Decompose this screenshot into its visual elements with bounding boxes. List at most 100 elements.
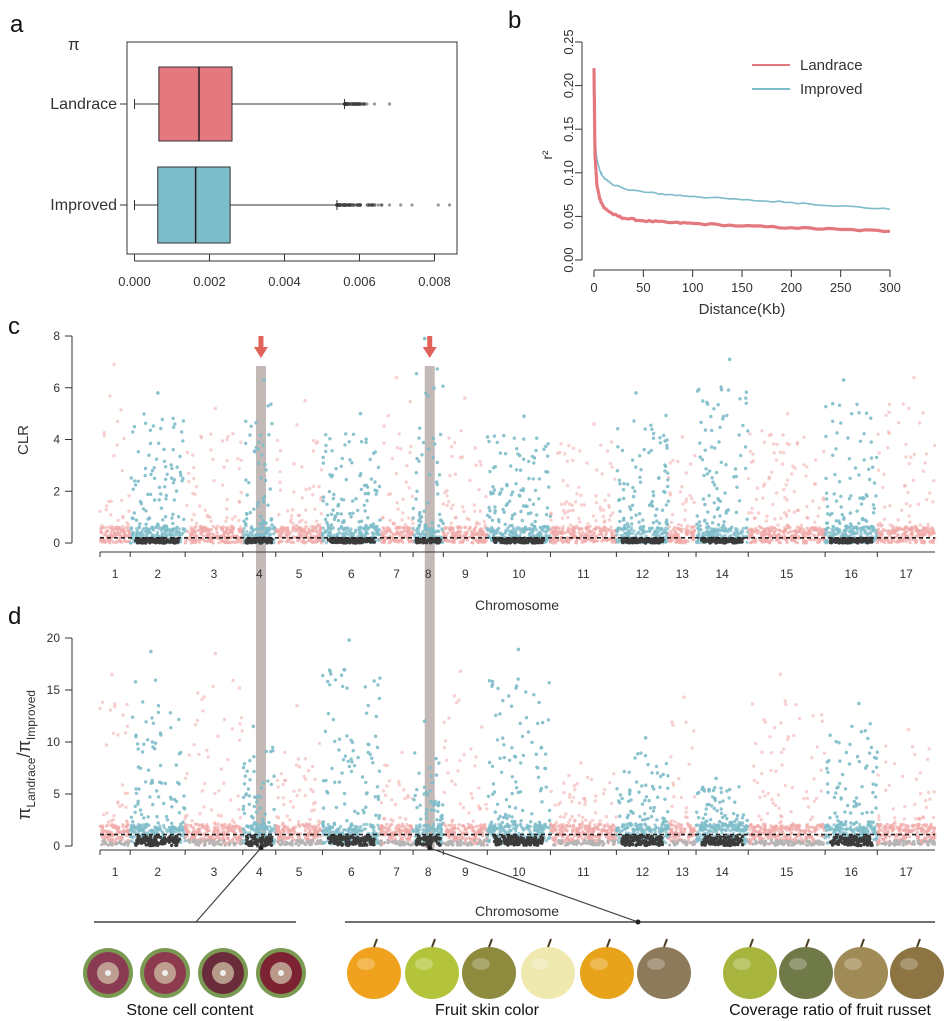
data-point xyxy=(102,839,106,843)
data-point xyxy=(386,527,391,532)
data-point xyxy=(594,519,598,523)
data-point xyxy=(395,446,400,450)
data-point xyxy=(112,454,116,458)
data-point xyxy=(479,463,483,467)
data-point xyxy=(358,525,363,529)
data-point xyxy=(892,528,896,533)
data-point xyxy=(843,530,847,535)
data-point xyxy=(437,473,442,477)
data-point xyxy=(706,525,711,530)
data-point xyxy=(164,493,168,498)
data-point xyxy=(601,514,605,519)
data-point xyxy=(463,525,467,529)
data-point xyxy=(289,514,294,518)
data-point xyxy=(131,531,135,535)
data-point xyxy=(689,534,694,538)
chromosome-label: 4 xyxy=(256,567,263,581)
data-point xyxy=(857,473,861,477)
data-point xyxy=(333,514,337,518)
data-point xyxy=(830,511,834,516)
data-point xyxy=(382,527,386,531)
data-point xyxy=(906,534,910,538)
data-point xyxy=(859,502,864,506)
data-point xyxy=(400,518,404,522)
data-point xyxy=(453,440,457,445)
selected-point xyxy=(732,541,736,545)
outlier-point xyxy=(346,102,350,106)
data-point xyxy=(771,502,775,507)
data-point xyxy=(629,516,634,520)
data-point xyxy=(615,533,619,537)
data-point xyxy=(550,526,554,530)
data-point xyxy=(123,532,127,536)
box-improved xyxy=(157,166,231,244)
data-point xyxy=(122,436,126,441)
data-point xyxy=(566,515,570,520)
data-point xyxy=(705,472,710,476)
data-point xyxy=(709,527,714,531)
data-point xyxy=(660,531,664,536)
data-point xyxy=(546,528,550,532)
peak-point xyxy=(680,435,685,439)
data-point xyxy=(275,438,280,443)
data-point xyxy=(498,451,502,455)
data-point xyxy=(823,532,828,536)
data-point xyxy=(485,435,490,439)
data-point xyxy=(208,539,212,543)
data-point xyxy=(750,506,754,511)
data-point xyxy=(758,538,762,542)
data-point xyxy=(714,470,719,475)
arrow-shaft xyxy=(258,336,264,348)
data-point xyxy=(667,525,671,529)
data-point xyxy=(717,498,721,502)
data-point xyxy=(191,539,195,543)
data-point xyxy=(278,449,283,453)
data-point xyxy=(480,539,484,543)
data-point xyxy=(869,416,873,420)
data-point xyxy=(582,503,587,507)
data-point xyxy=(227,541,231,545)
data-point xyxy=(363,509,367,513)
data-point xyxy=(297,520,302,524)
data-point xyxy=(618,482,622,486)
data-point xyxy=(111,817,116,822)
data-point xyxy=(746,429,750,433)
chromosome-label: 2 xyxy=(154,567,161,581)
data-point xyxy=(443,525,447,530)
chromosome-label: 14 xyxy=(715,567,729,581)
data-point xyxy=(384,532,388,536)
data-point xyxy=(314,540,318,544)
data-point xyxy=(226,532,230,536)
data-point xyxy=(813,534,817,538)
data-point xyxy=(131,487,135,491)
y-tick-label: 20 xyxy=(47,631,61,645)
data-point xyxy=(703,428,708,432)
data-point xyxy=(244,441,248,446)
data-point xyxy=(319,512,324,516)
data-point xyxy=(592,533,596,537)
data-point xyxy=(697,387,701,392)
data-point xyxy=(657,521,662,525)
data-point xyxy=(641,518,645,522)
data-point xyxy=(833,472,837,477)
data-point xyxy=(159,426,163,431)
data-point xyxy=(473,446,477,450)
data-point xyxy=(834,499,839,503)
data-point xyxy=(236,456,240,461)
data-point xyxy=(148,492,153,497)
data-point xyxy=(647,450,651,455)
data-point xyxy=(629,528,633,532)
data-point xyxy=(120,498,124,503)
data-point xyxy=(741,423,745,428)
data-point xyxy=(722,520,726,524)
data-point xyxy=(134,518,139,522)
selected-point xyxy=(713,538,717,542)
data-point xyxy=(266,503,270,507)
data-point xyxy=(436,492,440,496)
peak-point xyxy=(156,391,160,395)
data-point xyxy=(461,505,465,509)
data-point xyxy=(171,481,176,485)
data-point xyxy=(357,520,361,524)
data-point xyxy=(116,518,120,523)
data-point xyxy=(259,476,263,480)
